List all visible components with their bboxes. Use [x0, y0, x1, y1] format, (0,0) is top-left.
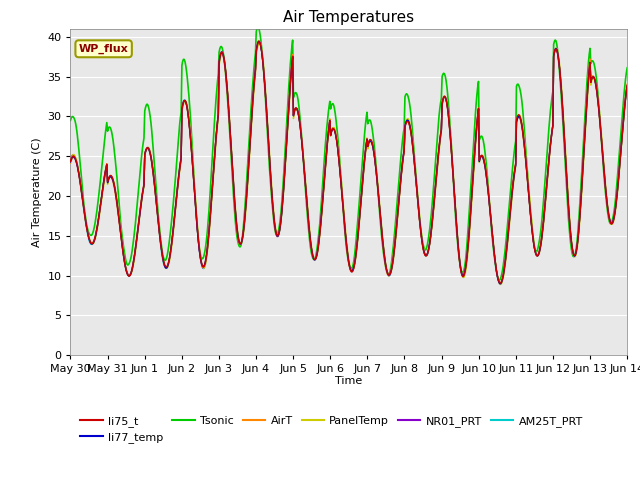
- Legend: li75_t, li77_temp, Tsonic, AirT, PanelTemp, NR01_PRT, AM25T_PRT: li75_t, li77_temp, Tsonic, AirT, PanelTe…: [76, 411, 588, 447]
- X-axis label: Time: Time: [335, 376, 362, 385]
- Y-axis label: Air Temperature (C): Air Temperature (C): [32, 137, 42, 247]
- Text: WP_flux: WP_flux: [79, 44, 129, 54]
- Title: Air Temperatures: Air Temperatures: [284, 10, 414, 25]
